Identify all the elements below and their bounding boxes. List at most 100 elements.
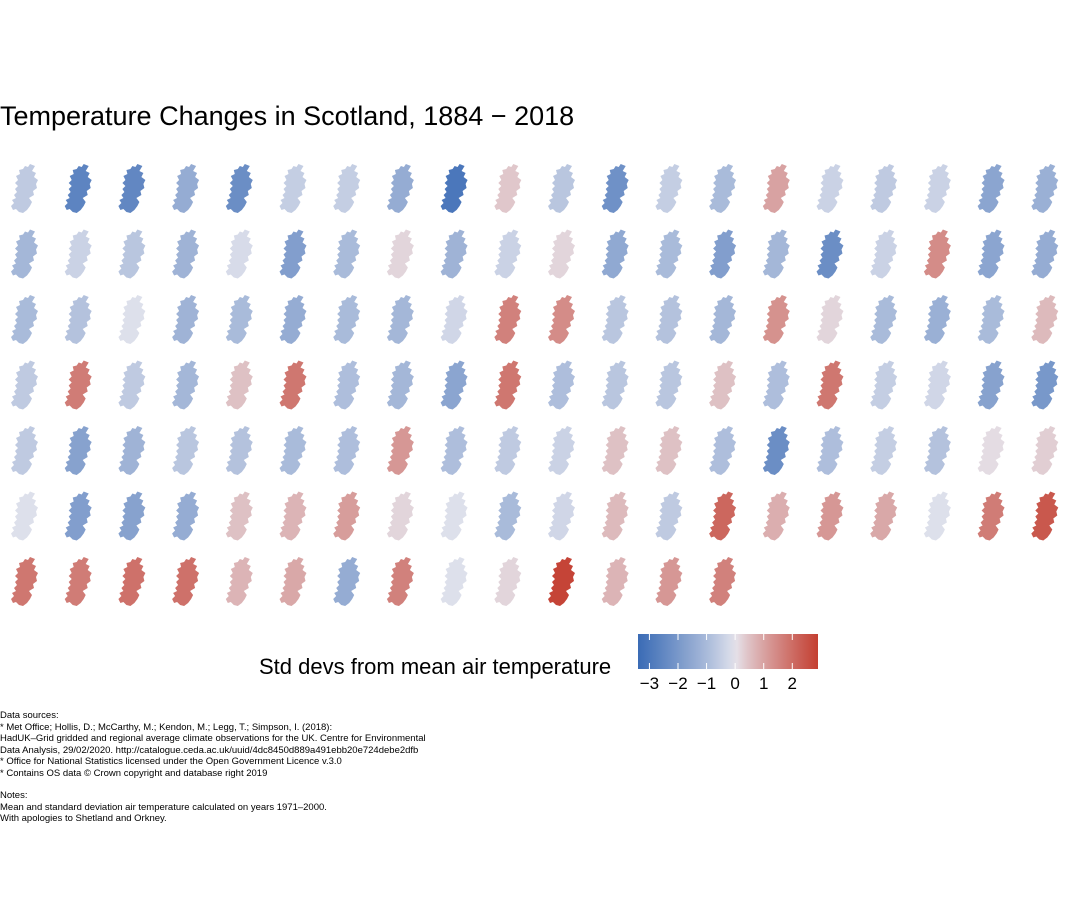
scotland-map-1885 — [64, 164, 92, 213]
scotland-map-1964 — [11, 426, 38, 475]
scotland-map-1912 — [440, 229, 468, 279]
notes-line: Notes: — [0, 790, 28, 801]
scotland-map-2007 — [172, 557, 200, 606]
scotland-map-1929 — [279, 295, 307, 344]
scotland-map-1894 — [548, 164, 575, 213]
data-sources-line: Data sources: — [0, 710, 59, 721]
scotland-map-1953 — [494, 360, 522, 410]
scotland-map-1958 — [762, 360, 790, 410]
scotland-map-1905 — [64, 229, 92, 279]
scotland-map-1960 — [870, 360, 898, 410]
legend-title: Std devs from mean air temperature — [259, 654, 612, 679]
scotland-map-1932 — [440, 295, 468, 344]
scotland-map-1947 — [172, 360, 200, 410]
chart-title: Temperature Changes in Scotland, 1884 − … — [0, 101, 575, 131]
data-sources-line: * Met Office; Hollis, D.; McCarthy, M.; … — [0, 721, 333, 733]
scotland-map-1889 — [279, 164, 307, 213]
scotland-map-1948 — [225, 360, 253, 410]
scotland-map-1884 — [11, 164, 38, 213]
scotland-map-2010 — [333, 557, 361, 606]
scotland-map-1995 — [601, 491, 629, 541]
scotland-map-1971 — [386, 426, 414, 475]
scotland-map-1977 — [709, 426, 737, 475]
scotland-map-1914 — [548, 229, 575, 279]
scotland-map-1984 — [11, 491, 38, 541]
scotland-map-1887 — [172, 164, 200, 213]
scotland-map-2009 — [279, 557, 307, 606]
scotland-map-1904 — [11, 229, 38, 279]
scotland-map-1920 — [870, 229, 898, 279]
scotland-map-1892 — [440, 164, 468, 213]
scotland-map-1934 — [548, 295, 575, 344]
scotland-map-1902 — [977, 164, 1005, 213]
legend-tick-label: 1 — [759, 674, 768, 693]
scotland-map-2000 — [870, 491, 898, 541]
scotland-map-2016 — [655, 557, 683, 606]
scotland-map-1888 — [225, 164, 253, 213]
scotland-map-2003 — [1031, 491, 1059, 541]
data-sources-line: * Contains OS data © Crown copyright and… — [0, 767, 268, 779]
legend-tick-label: −2 — [668, 674, 687, 693]
scotland-map-1890 — [333, 164, 361, 213]
scotland-map-1903 — [1031, 164, 1059, 213]
scotland-map-1969 — [279, 426, 307, 475]
scotland-map-1997 — [709, 491, 737, 541]
scotland-map-1928 — [225, 295, 253, 344]
scotland-map-1975 — [601, 426, 629, 475]
scotland-map-1919 — [816, 229, 844, 279]
scotland-map-1963 — [1031, 360, 1059, 410]
scotland-map-1973 — [494, 426, 522, 475]
scotland-map-1972 — [440, 426, 468, 475]
scotland-map-1930 — [333, 295, 361, 344]
scotland-map-1893 — [494, 164, 522, 213]
scotland-map-1987 — [172, 491, 200, 541]
scotland-map-1957 — [709, 360, 737, 410]
scotland-map-1990 — [333, 491, 361, 541]
scotland-map-1907 — [172, 229, 200, 279]
scotland-map-1942 — [977, 295, 1005, 344]
scotland-map-1952 — [440, 360, 468, 410]
scotland-map-1944 — [11, 360, 38, 410]
scotland-map-2004 — [11, 557, 38, 606]
scotland-map-1913 — [494, 229, 522, 279]
scotland-map-2002 — [977, 491, 1005, 541]
scotland-map-1900 — [870, 164, 898, 213]
scotland-map-1968 — [225, 426, 253, 475]
scotland-map-1959 — [816, 360, 844, 410]
legend-tick-label: 0 — [730, 674, 739, 693]
scotland-map-1988 — [225, 491, 253, 541]
scotland-map-1980 — [870, 426, 898, 475]
scotland-map-2006 — [118, 557, 146, 606]
scotland-map-1897 — [709, 164, 737, 213]
scotland-map-1910 — [333, 229, 361, 279]
scotland-map-1992 — [440, 491, 468, 541]
scotland-map-1935 — [601, 295, 629, 344]
scotland-map-1899 — [816, 164, 844, 213]
scotland-map-1985 — [64, 491, 92, 541]
scotland-map-1906 — [118, 229, 146, 279]
scotland-map-1937 — [709, 295, 737, 344]
data-sources-line: HadUK–Grid gridded and regional average … — [0, 733, 426, 744]
scotland-map-1981 — [923, 426, 951, 475]
scotland-map-1979 — [816, 426, 844, 475]
scotland-map-1921 — [923, 229, 951, 279]
scotland-map-1989 — [279, 491, 307, 541]
scotland-map-1901 — [923, 164, 951, 213]
scotland-map-2015 — [601, 557, 629, 606]
scotland-map-2012 — [440, 557, 468, 606]
scotland-map-1924 — [11, 295, 38, 344]
scotland-map-1923 — [1031, 229, 1059, 279]
footer-notes: Data sources: * Met Office; Hollis, D.; … — [0, 710, 426, 825]
scotland-map-1966 — [118, 426, 146, 475]
scotland-map-1895 — [601, 164, 629, 213]
data-sources-line: Data Analysis, 29/02/2020. http://catalo… — [0, 744, 419, 756]
scotland-map-1916 — [655, 229, 683, 279]
scotland-map-1993 — [494, 491, 522, 541]
scotland-map-1955 — [601, 360, 629, 410]
scotland-map-1961 — [923, 360, 951, 410]
scotland-map-1940 — [870, 295, 898, 344]
scotland-map-1911 — [386, 229, 414, 279]
legend-color-bar — [638, 634, 818, 669]
scotland-map-1909 — [279, 229, 307, 279]
scotland-map-1938 — [762, 295, 790, 344]
